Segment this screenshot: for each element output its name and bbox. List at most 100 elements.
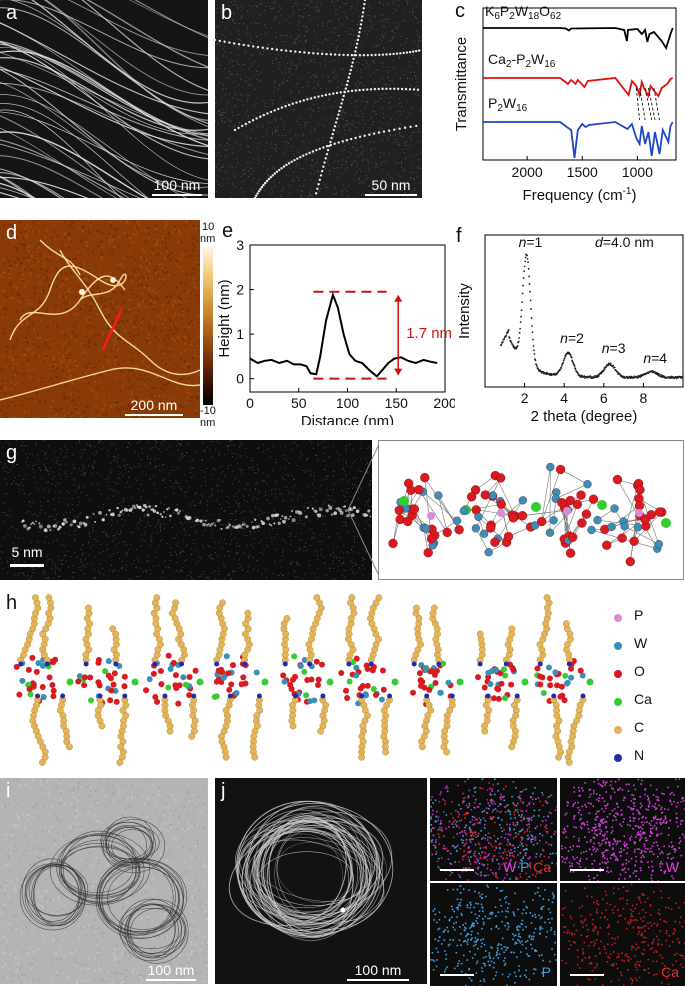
noise-pixel	[263, 158, 265, 160]
afm-noise	[20, 281, 23, 284]
noise-pixel	[38, 567, 40, 569]
noise-pixel	[140, 465, 142, 467]
noise-pixel	[376, 69, 378, 71]
afm-noise	[50, 377, 53, 380]
afm-noise	[82, 365, 85, 368]
noise-pixel	[420, 152, 422, 154]
afm-noise	[178, 266, 181, 269]
afm-noise	[13, 367, 16, 370]
noise-pixel	[414, 188, 416, 190]
noise-pixel	[109, 515, 111, 517]
noise-pixel	[272, 446, 274, 448]
noise-pixel	[173, 524, 175, 526]
noise-pixel	[80, 559, 82, 561]
noise-pixel	[82, 553, 84, 555]
noise-pixel	[370, 21, 372, 23]
afm-noise	[82, 225, 85, 228]
noise-pixel	[302, 522, 304, 524]
noise-pixel	[243, 534, 245, 536]
afm-noise	[106, 316, 109, 319]
chain-dot	[368, 133, 371, 136]
noise-pixel	[237, 563, 239, 565]
afm-noise	[54, 238, 57, 241]
noise-pixel	[398, 56, 400, 58]
noise-pixel	[302, 87, 304, 89]
noise-pixel	[389, 122, 391, 124]
noise-pixel	[35, 442, 37, 444]
noise-pixel	[382, 161, 384, 163]
noise-pixel	[225, 524, 227, 526]
afm-noise	[22, 382, 25, 385]
afm-noise	[116, 337, 119, 340]
noise-pixel	[353, 538, 355, 540]
afm-noise	[174, 355, 177, 358]
afm-noise	[176, 241, 179, 244]
noise-pixel	[274, 82, 276, 84]
afm-noise	[142, 301, 145, 304]
saxs-point	[516, 345, 519, 347]
afm-noise	[16, 250, 19, 253]
noise-pixel	[207, 576, 209, 578]
noise-pixel	[83, 448, 85, 450]
noise-pixel	[354, 180, 356, 182]
chain-dot	[353, 53, 356, 57]
noise-pixel	[222, 111, 224, 113]
afm-noise	[184, 336, 187, 339]
afm-noise	[50, 279, 53, 282]
afm-noise	[97, 359, 100, 362]
noise-pixel	[214, 552, 216, 554]
noise-pixel	[186, 578, 188, 580]
noise-pixel	[395, 183, 397, 185]
noise-pixel	[213, 548, 215, 550]
noise-pixel	[290, 138, 292, 140]
noise-pixel	[365, 67, 367, 69]
noise-pixel	[67, 504, 69, 506]
noise-pixel	[230, 543, 232, 545]
noise-pixel	[314, 127, 316, 129]
afm-noise	[169, 347, 172, 350]
noise-pixel	[249, 137, 251, 139]
noise-pixel	[107, 578, 109, 580]
afm-noise	[176, 339, 179, 342]
afm-noise	[8, 335, 11, 338]
noise-pixel	[111, 519, 113, 521]
noise-pixel	[304, 522, 306, 524]
noise-pixel	[77, 496, 79, 498]
noise-pixel	[233, 495, 235, 497]
noise-pixel	[342, 561, 344, 563]
chain-dot	[313, 96, 316, 99]
noise-pixel	[350, 163, 352, 165]
noise-pixel	[392, 177, 394, 179]
noise-pixel	[361, 151, 363, 153]
noise-pixel	[149, 463, 151, 465]
noise-pixel	[242, 527, 244, 529]
afm-noise	[147, 314, 150, 317]
noise-pixel	[298, 493, 300, 495]
chain-dot	[266, 47, 269, 50]
noise-pixel	[228, 522, 230, 524]
noise-pixel	[413, 40, 415, 42]
afm-noise	[132, 293, 135, 296]
afm-noise	[72, 324, 75, 327]
noise-pixel	[337, 86, 339, 88]
noise-pixel	[199, 500, 201, 502]
noise-pixel	[362, 560, 364, 562]
noise-pixel	[238, 480, 240, 482]
noise-pixel	[337, 112, 339, 114]
noise-pixel	[382, 195, 384, 197]
noise-pixel	[90, 445, 92, 447]
afm-noise	[62, 345, 65, 348]
noise-pixel	[23, 449, 25, 451]
noise-pixel	[325, 39, 327, 41]
noise-pixel	[282, 499, 284, 501]
noise-pixel	[366, 27, 368, 29]
afm-noise	[15, 247, 18, 250]
noise-pixel	[233, 444, 235, 446]
noise-pixel	[238, 545, 240, 547]
noise-pixel	[325, 64, 327, 66]
noise-pixel	[263, 444, 265, 446]
noise-pixel	[67, 517, 69, 519]
noise-pixel	[408, 188, 410, 190]
noise-pixel	[153, 483, 155, 485]
noise-pixel	[389, 195, 391, 197]
